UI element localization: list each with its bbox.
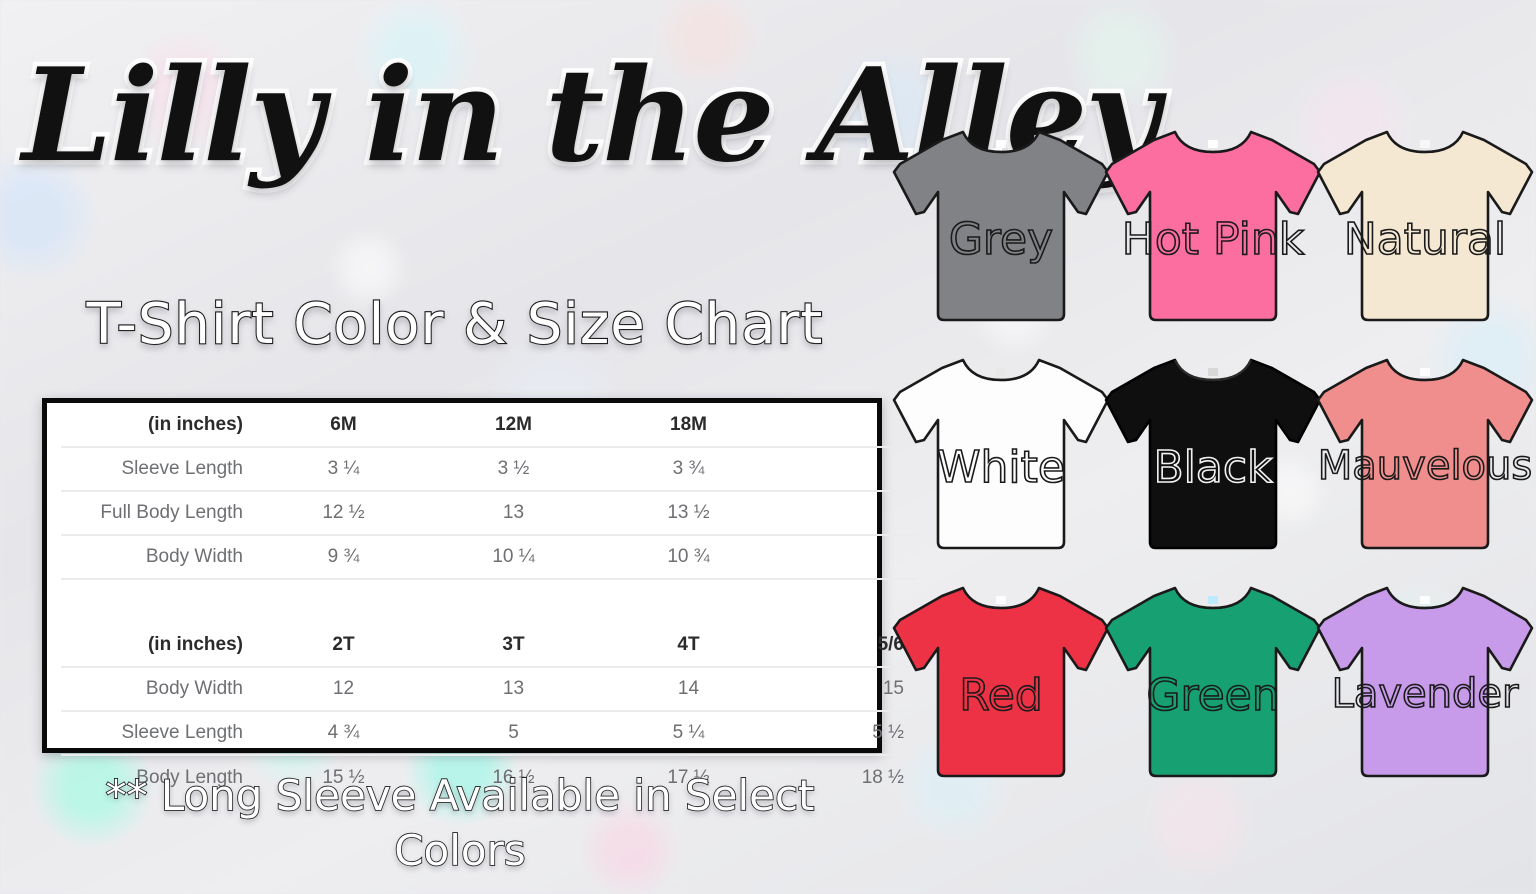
- table-row: Full Body Length 12 ½ 13 13 ½: [61, 491, 916, 536]
- row-label-body-width-toddler: Body Width: [61, 667, 261, 712]
- header-units-infant: (in inches): [61, 403, 261, 448]
- row-label-full-body-length-infant: Full Body Length: [61, 491, 261, 536]
- color-swatch-mauvelous[interactable]: Mauvelous: [1314, 346, 1536, 558]
- color-swatch-white[interactable]: White: [890, 346, 1112, 558]
- table-row: Sleeve Length 4 ¾ 5 5 ¼ 5 ½: [61, 711, 916, 756]
- color-swatch-grid: Grey Hot Pink Natural: [890, 118, 1536, 818]
- cell-full-body-length-18m: 13 ½: [601, 491, 776, 536]
- long-sleeve-note: ** Long Sleeve Available in Select Color…: [105, 770, 816, 876]
- header-size-4t: 4T: [601, 623, 776, 668]
- cell-body-width-12m: 10 ¼: [426, 535, 601, 580]
- color-swatch-lavender[interactable]: Lavender: [1314, 574, 1536, 786]
- table-row: Body Width 12 13 14 15: [61, 667, 916, 712]
- cell-body-length-5-6: 18 ½: [861, 766, 904, 788]
- row-label-body-length-toddler: Body Length: [136, 766, 243, 788]
- color-swatch-grey[interactable]: Grey: [890, 118, 1112, 330]
- size-chart-card: (in inches) 6M 12M 18M Sleeve Length 3 ¼…: [42, 398, 916, 788]
- table-row: Sleeve Length 3 ¼ 3 ½ 3 ¾: [61, 447, 916, 492]
- cell-body-width-18m: 10 ¾: [601, 535, 776, 580]
- header-size-12m: 12M: [426, 403, 601, 448]
- header-spacer-infant: [776, 403, 916, 448]
- table-row: Body Width 9 ¾ 10 ¼ 10 ¾: [61, 535, 916, 580]
- row-label-sleeve-length-infant: Sleeve Length: [61, 447, 261, 492]
- tshirt-icon: [892, 130, 1110, 322]
- tshirt-icon: [1316, 586, 1534, 778]
- color-swatch-hot-pink[interactable]: Hot Pink: [1102, 118, 1324, 330]
- color-swatch-red[interactable]: Red: [890, 574, 1112, 786]
- color-row-3: Red Green Lavender: [890, 574, 1536, 802]
- size-table: (in inches) 6M 12M 18M Sleeve Length 3 ¼…: [61, 403, 916, 799]
- left-panel: Lilly in the Alley T-Shirt Color & Size …: [18, 41, 1165, 877]
- brand-logo: Lilly in the Alley: [18, 41, 1165, 191]
- table-header-row-infant: (in inches) 6M 12M 18M: [61, 403, 916, 448]
- row-label-body-width-infant: Body Width: [61, 535, 261, 580]
- cell-sleeve-length-12m: 3 ½: [426, 447, 601, 492]
- cell-body-width-3t: 13: [426, 667, 601, 712]
- cell-body-width-5-6: 15: [776, 667, 916, 712]
- tshirt-icon: [1316, 130, 1534, 322]
- cell-body-width-6m: 9 ¾: [261, 535, 426, 580]
- cell-body-length-3t: 16 ½: [492, 766, 535, 788]
- tshirt-icon: [1104, 130, 1322, 322]
- color-row-2: White Black Mauvelous: [890, 346, 1536, 574]
- header-units-toddler: (in inches): [61, 623, 261, 668]
- header-size-3t: 3T: [426, 623, 601, 668]
- cell-body-width-4t: 14: [601, 667, 776, 712]
- table-row: Body Length 15 ½ 16 ½ 17 ½ 18 ½: [61, 755, 916, 799]
- tshirt-icon: [892, 358, 1110, 550]
- header-size-5-6: 5/6: [776, 623, 916, 668]
- cell-sleeve-length-18m: 3 ¾: [601, 447, 776, 492]
- tshirt-icon: [1316, 358, 1534, 550]
- cell-sleeve-length-3t: 5: [426, 711, 601, 756]
- cell-body-width-2t: 12: [261, 667, 426, 712]
- table-section-gap: [61, 579, 916, 623]
- color-row-1: Grey Hot Pink Natural: [890, 118, 1536, 346]
- tshirt-icon: [1104, 358, 1322, 550]
- cell-full-body-length-6m: 12 ½: [261, 491, 426, 536]
- color-swatch-black[interactable]: Black: [1102, 346, 1324, 558]
- cell-sleeve-length-5-6: 5 ½: [776, 711, 916, 756]
- cell-sleeve-length-6m: 3 ¼: [261, 447, 426, 492]
- cell-full-body-length-12m: 13: [426, 491, 601, 536]
- cell-spacer: [776, 535, 916, 580]
- cell-body-length-2t: 15 ½: [322, 766, 365, 788]
- gap-cell: [61, 579, 916, 623]
- cell-spacer: [776, 447, 916, 492]
- table-header-row-toddler: (in inches) 2T 3T 4T 5/6: [61, 623, 916, 668]
- row-label-sleeve-length-toddler: Sleeve Length: [61, 711, 261, 756]
- cell-spacer: [776, 491, 916, 536]
- cell-body-length-4t: 17 ½: [667, 766, 710, 788]
- header-size-2t: 2T: [261, 623, 426, 668]
- color-swatch-green[interactable]: Green: [1102, 574, 1324, 786]
- header-size-6m: 6M: [261, 403, 426, 448]
- size-table-body: (in inches) 6M 12M 18M Sleeve Length 3 ¼…: [61, 403, 916, 799]
- cell-sleeve-length-2t: 4 ¾: [261, 711, 426, 756]
- color-swatch-natural[interactable]: Natural: [1314, 118, 1536, 330]
- header-size-18m: 18M: [601, 403, 776, 448]
- page-title: T-Shirt Color & Size Chart: [86, 291, 824, 358]
- cell-sleeve-length-4t: 5 ¼: [601, 711, 776, 756]
- tshirt-icon: [892, 586, 1110, 778]
- tshirt-icon: [1104, 586, 1322, 778]
